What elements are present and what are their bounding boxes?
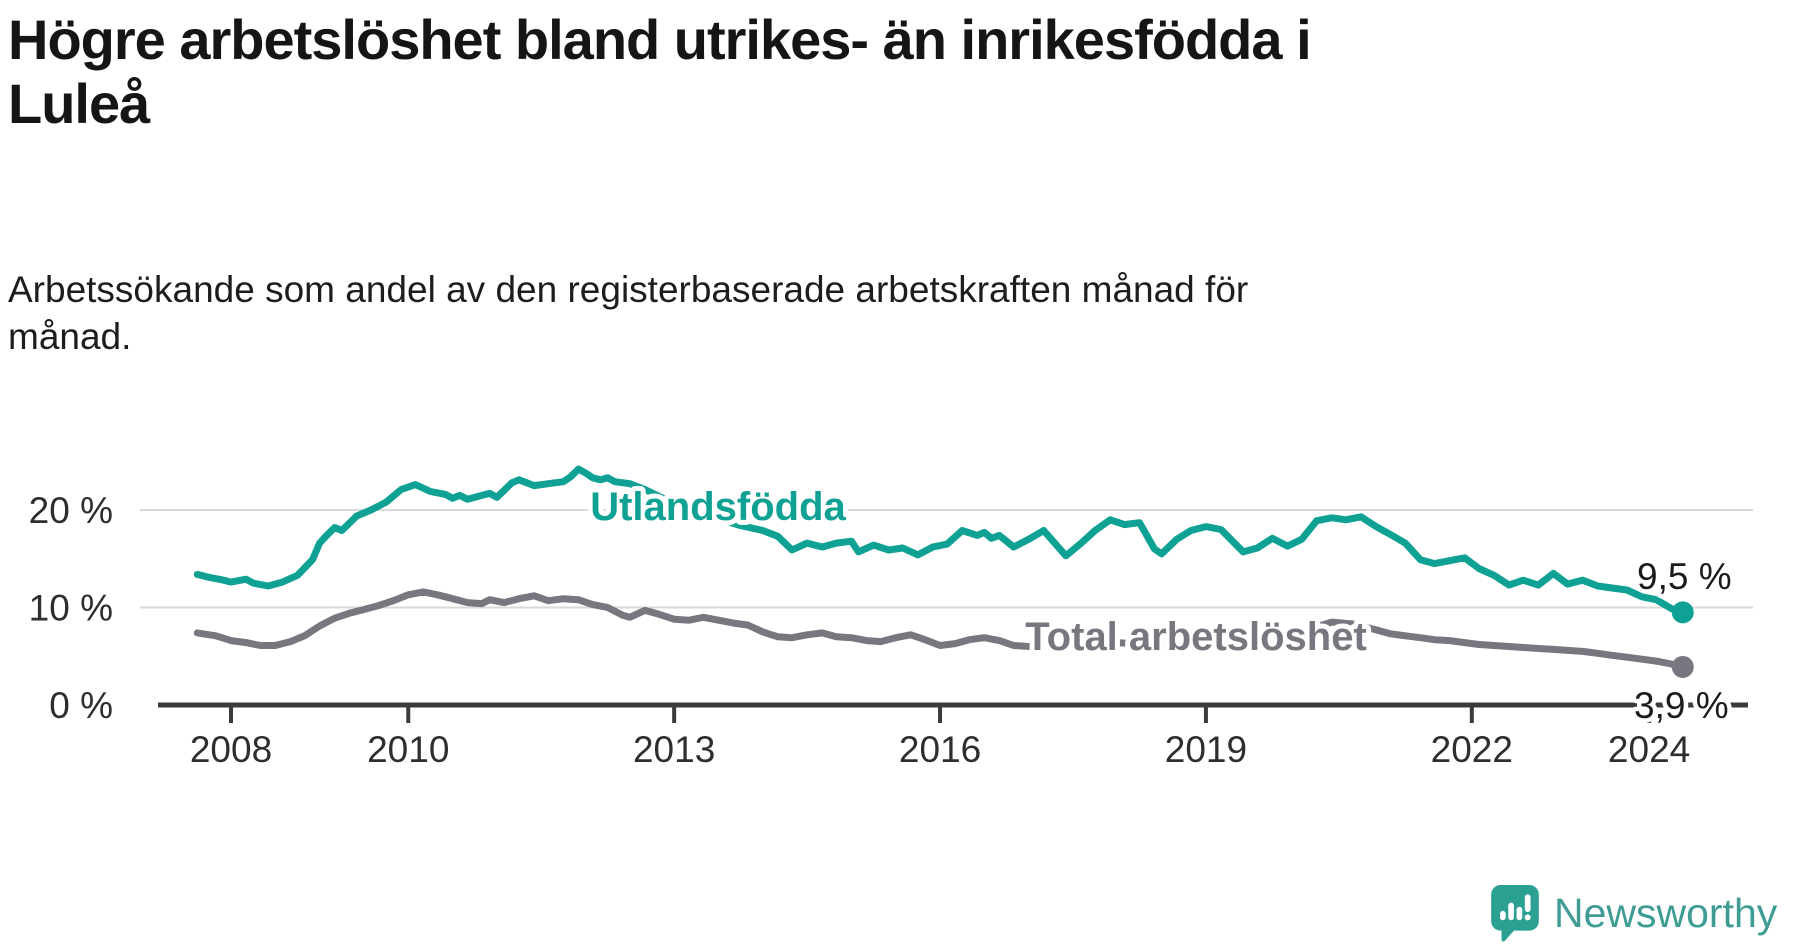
chart-subtitle-line2: månad. [8,316,132,357]
x-tick-label-2010: 2010 [367,729,449,770]
y-tick-label-0: 0 % [49,685,113,726]
newsworthy-wordmark: Newsworthy [1554,889,1778,936]
x-tick-label-2008: 2008 [190,729,272,770]
series-line-utlandsfodda [193,465,1687,616]
chart-subtitle: Arbetssökande som andel av den registerb… [8,266,1508,360]
series-label-total: Total arbetslöshet [1025,615,1367,659]
x-tick-label-2024: 2024 [1608,729,1690,770]
chart-title-line2: Luleå [8,72,150,135]
series-label-utlandsfodda: Utlandsfödda [590,485,846,529]
series-end-dot-utlandsfodda [1671,601,1694,624]
y-tick-label-20: 20 % [29,490,113,531]
y-tick-label-10: 10 % [29,588,113,629]
newsworthy-icon [1491,885,1539,942]
series-end-value-total: 3,9 % [1634,685,1729,726]
newsworthy-logo: Newsworthy [1490,884,1777,942]
chart-title: Högre arbetslöshet bland utrikes- än inr… [8,8,1608,136]
x-tick-label-2016: 2016 [899,729,981,770]
series-end-value-utlandsfodda: 9,5 % [1637,556,1732,597]
x-tick-label-2019: 2019 [1165,729,1247,770]
series-line-total [193,588,1687,671]
x-tick-label-2013: 2013 [633,729,715,770]
x-tick-label-2022: 2022 [1431,729,1513,770]
series-end-dot-total [1671,655,1694,678]
chart-subtitle-line1: Arbetssökande som andel av den registerb… [8,269,1249,310]
chart-title-line1: Högre arbetslöshet bland utrikes- än inr… [8,8,1312,71]
